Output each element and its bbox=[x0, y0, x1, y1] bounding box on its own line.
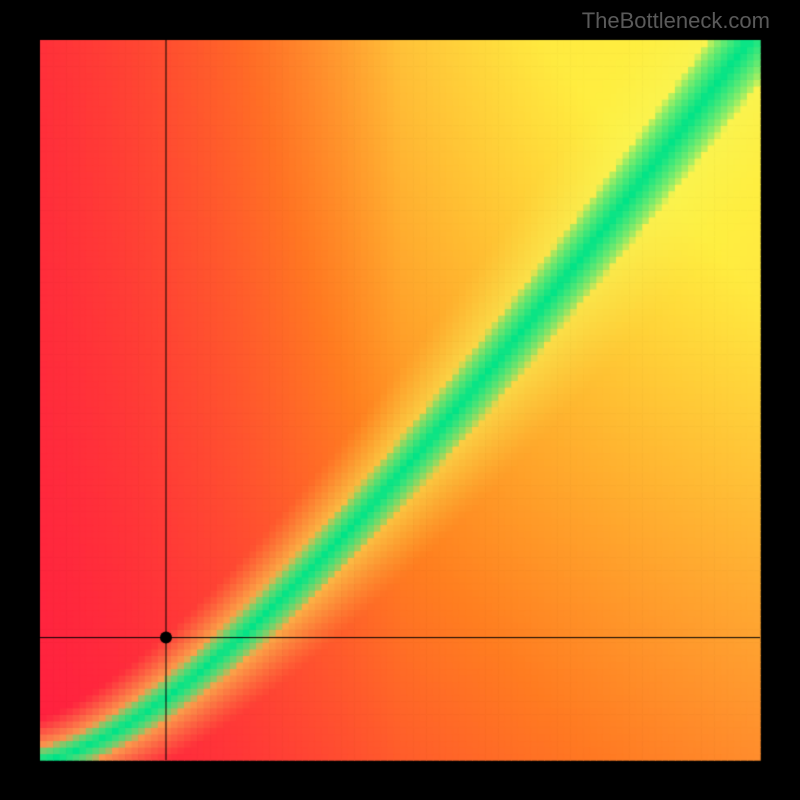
bottleneck-heatmap bbox=[0, 0, 800, 800]
chart-container: TheBottleneck.com bbox=[0, 0, 800, 800]
watermark-text: TheBottleneck.com bbox=[582, 8, 770, 34]
